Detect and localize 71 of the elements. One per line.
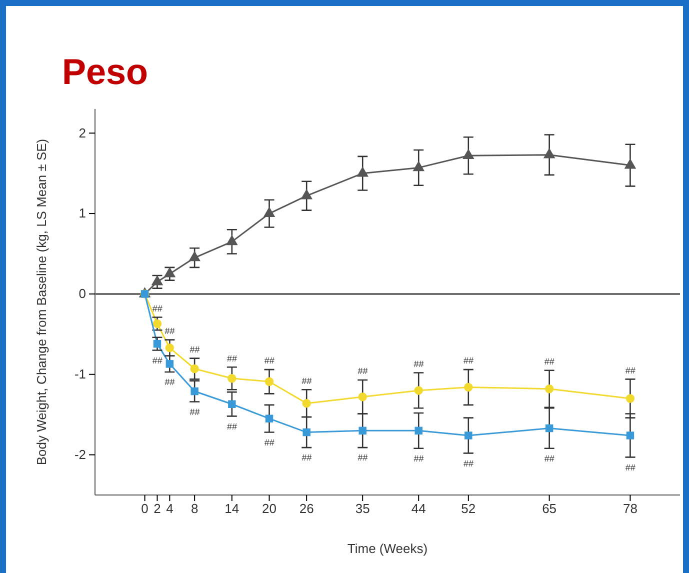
annotation: ## xyxy=(414,358,425,369)
annotation: ## xyxy=(544,356,556,367)
y-tick-label: 2 xyxy=(78,125,86,140)
annotation: ## xyxy=(414,454,425,464)
annotation: ## xyxy=(302,376,313,386)
point xyxy=(626,432,634,440)
x-tick-label: 14 xyxy=(224,501,240,516)
x-tick-label: 8 xyxy=(190,501,198,516)
annotation: ## xyxy=(463,356,474,366)
point xyxy=(228,400,236,408)
x-axis-title: Time (Weeks) xyxy=(347,541,428,556)
x-tick-label: 0 xyxy=(141,501,148,516)
y-tick-label: 1 xyxy=(78,206,86,221)
point xyxy=(263,206,276,217)
annotation: ## xyxy=(302,452,313,463)
point xyxy=(151,275,164,286)
point xyxy=(264,377,274,386)
annotation: ## xyxy=(625,365,636,376)
x-tick-label: 4 xyxy=(166,501,174,516)
y-tick-label: -2 xyxy=(74,446,86,462)
point xyxy=(265,414,274,422)
point xyxy=(302,428,310,436)
annotation: ## xyxy=(226,353,238,364)
x-tick-label: 52 xyxy=(461,501,476,516)
point xyxy=(464,382,473,392)
point xyxy=(228,374,236,383)
point xyxy=(356,166,368,177)
point xyxy=(543,148,556,158)
point xyxy=(626,394,635,403)
y-axis-title: Body Weight, Change from Baseline (kg, LS Mean ± SE) xyxy=(34,138,49,466)
annotation: ## xyxy=(625,462,636,472)
annotation: ## xyxy=(152,303,164,314)
x-tick-label: 35 xyxy=(355,501,370,516)
point xyxy=(412,160,425,172)
annotation: ## xyxy=(544,454,556,464)
point xyxy=(545,424,554,432)
point xyxy=(226,234,238,246)
x-tick-label: 2 xyxy=(154,501,161,516)
point xyxy=(358,392,367,402)
annotation: ## xyxy=(190,344,201,354)
x-tick-label: 44 xyxy=(411,501,426,516)
annotation: ## xyxy=(152,355,164,366)
annotation: ## xyxy=(264,437,276,448)
point xyxy=(464,432,472,440)
x-tick-label: 20 xyxy=(262,501,276,516)
x-tick-label: 26 xyxy=(299,501,314,516)
point xyxy=(190,364,199,374)
point xyxy=(300,189,312,200)
annotation: ## xyxy=(264,356,276,366)
annotation: ## xyxy=(164,326,176,336)
point xyxy=(414,386,423,395)
point xyxy=(358,426,366,435)
point xyxy=(414,426,422,435)
y-tick-label: 0 xyxy=(78,286,86,302)
x-tick-label: 78 xyxy=(622,501,638,516)
annotation: ## xyxy=(358,452,369,463)
point xyxy=(164,267,176,278)
annotation: ## xyxy=(226,421,238,432)
point xyxy=(462,148,474,160)
annotation: ## xyxy=(164,377,176,388)
point xyxy=(190,387,198,396)
annotation: ## xyxy=(190,406,201,417)
annotation: ## xyxy=(463,458,474,468)
y-tick-label: -1 xyxy=(74,366,86,382)
point xyxy=(624,158,636,169)
chart-title: Peso xyxy=(62,51,148,92)
point xyxy=(544,384,554,394)
x-tick-label: 65 xyxy=(542,501,557,516)
point xyxy=(188,250,200,262)
point xyxy=(302,398,311,408)
annotation: ## xyxy=(358,366,369,376)
